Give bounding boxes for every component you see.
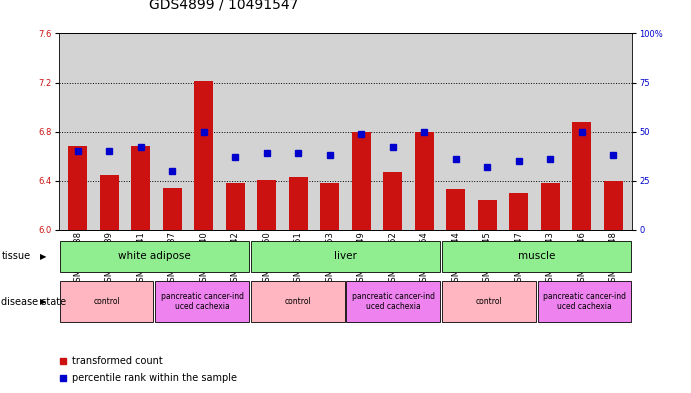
Bar (194, 81, 213, 230)
Text: pancreatic cancer-ind
uced cachexia: pancreatic cancer-ind uced cachexia (543, 292, 626, 311)
Bar (68, 146, 87, 230)
Bar (289, 177, 307, 230)
Bar (59, 281, 153, 322)
Bar (251, 281, 345, 322)
Text: white adipose: white adipose (118, 252, 191, 261)
Text: muscle: muscle (518, 252, 556, 261)
Bar (321, 183, 339, 230)
Bar (541, 183, 560, 230)
Text: GDS4899 / 10491547: GDS4899 / 10491547 (149, 0, 298, 12)
Bar (155, 281, 249, 322)
Bar (538, 281, 632, 322)
Bar (415, 132, 434, 230)
Bar (162, 188, 182, 230)
Text: control: control (93, 297, 120, 306)
Text: ▶: ▶ (40, 252, 47, 261)
Bar (346, 281, 440, 322)
Bar (100, 174, 119, 230)
Bar (384, 172, 402, 230)
Bar (226, 183, 245, 230)
Text: pancreatic cancer-ind
uced cachexia: pancreatic cancer-ind uced cachexia (352, 292, 435, 311)
Text: ▶: ▶ (40, 297, 47, 306)
Bar (509, 193, 529, 230)
Text: disease state: disease state (1, 297, 66, 307)
Bar (257, 180, 276, 230)
Text: transformed count: transformed count (72, 356, 163, 366)
Bar (604, 181, 623, 230)
Bar (442, 241, 632, 272)
Text: tissue: tissue (1, 252, 30, 261)
Bar (131, 146, 150, 230)
Bar (442, 281, 536, 322)
Text: percentile rank within the sample: percentile rank within the sample (72, 373, 237, 383)
Bar (251, 241, 440, 272)
Text: control: control (475, 297, 502, 306)
Bar (572, 122, 591, 230)
Text: liver: liver (334, 252, 357, 261)
Bar (352, 132, 370, 230)
Text: pancreatic cancer-ind
uced cachexia: pancreatic cancer-ind uced cachexia (160, 292, 244, 311)
Bar (446, 189, 465, 230)
Bar (59, 241, 249, 272)
Text: control: control (284, 297, 311, 306)
Bar (478, 200, 497, 230)
